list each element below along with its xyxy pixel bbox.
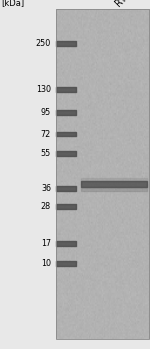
Text: [kDa]: [kDa] bbox=[2, 0, 25, 7]
Text: 10: 10 bbox=[41, 259, 51, 268]
Text: 17: 17 bbox=[41, 239, 51, 248]
Text: 72: 72 bbox=[41, 129, 51, 139]
Text: 28: 28 bbox=[41, 202, 51, 211]
Bar bbox=[56, 9, 149, 339]
Text: 36: 36 bbox=[41, 184, 51, 193]
Text: 55: 55 bbox=[41, 149, 51, 158]
Text: 250: 250 bbox=[36, 39, 51, 48]
Text: RT-4: RT-4 bbox=[114, 0, 135, 9]
Text: 95: 95 bbox=[41, 108, 51, 117]
Text: 130: 130 bbox=[36, 85, 51, 94]
